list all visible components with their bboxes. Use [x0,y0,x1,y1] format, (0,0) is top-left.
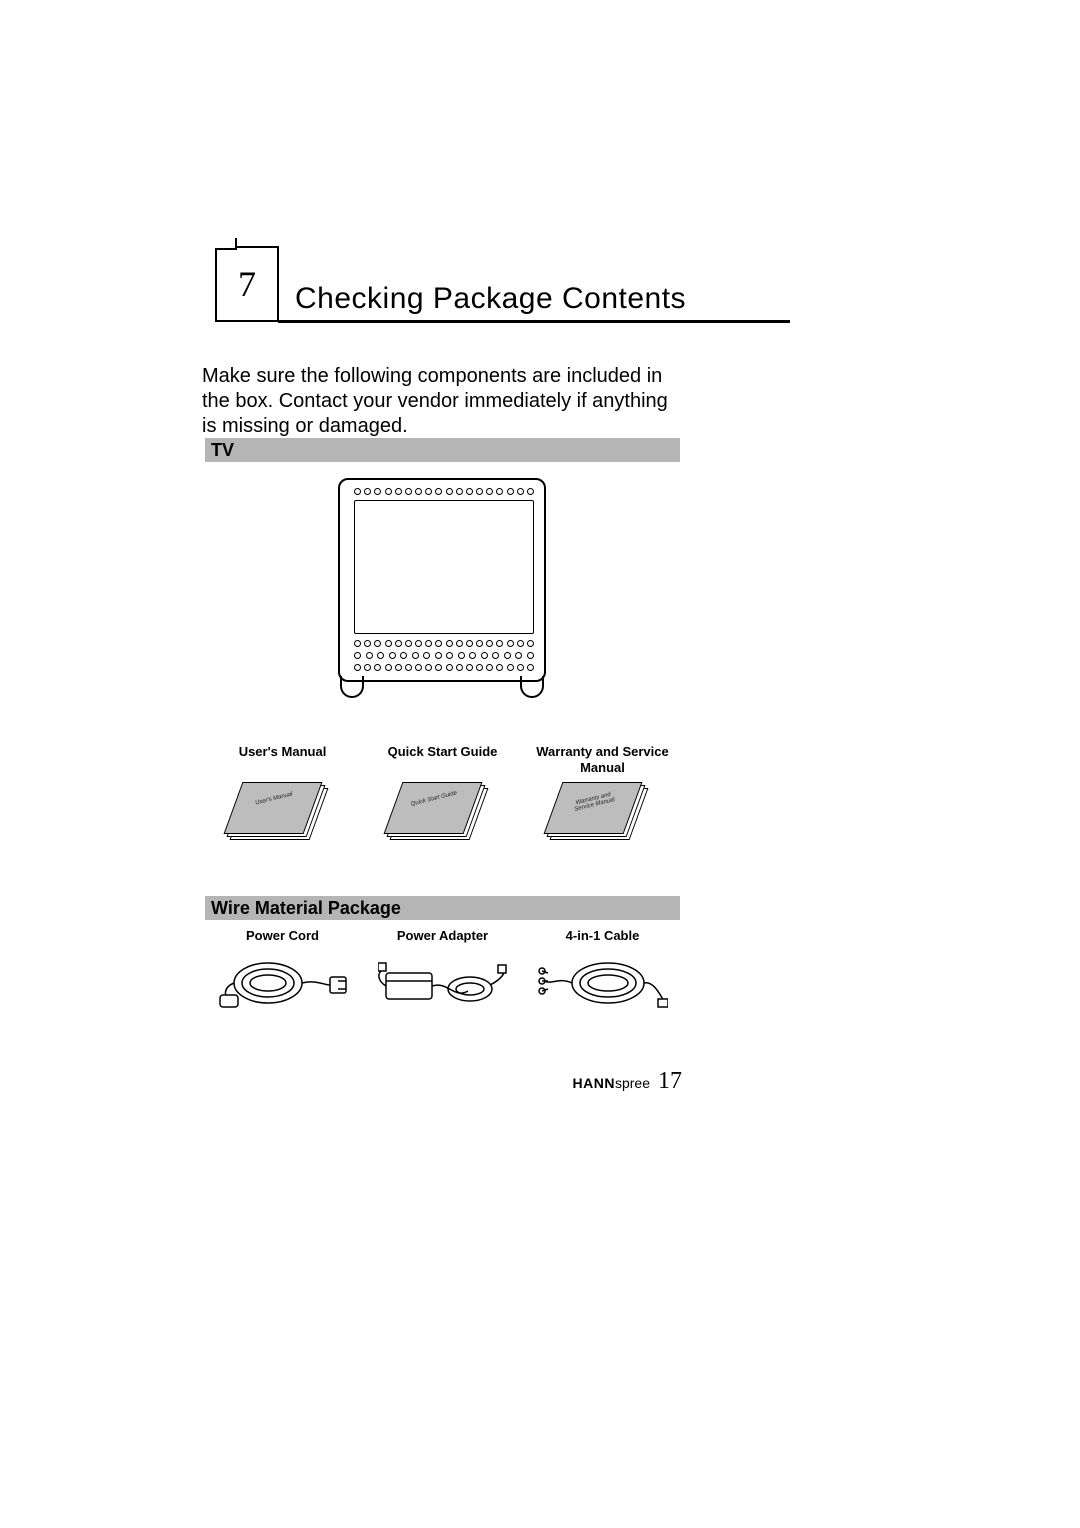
tv-bottom-dots-3 [354,664,534,672]
booklet-icon: Quick Start Guide [393,782,493,842]
tv-illustration [338,478,546,708]
manual-item-users: User's Manual User's Manual [205,744,360,842]
tv-body [338,478,546,682]
tv-foot-left [340,676,364,698]
manual-label: Quick Start Guide [388,744,498,776]
wire-row: Power Cord Po [205,928,680,1013]
intro-paragraph: Make sure the following components are i… [202,364,682,439]
tv-bottom-dots-2 [354,652,534,660]
page-number: 17 [658,1068,682,1095]
tv-foot-right [520,676,544,698]
power-cord-icon [218,951,348,1013]
page-footer: HANNspree 17 [573,1068,682,1095]
section-number-box: 7 [215,246,279,322]
manual-label: User's Manual [239,744,327,776]
section-number: 7 [238,263,256,305]
manual-page: 7 Checking Package Contents Make sure th… [0,0,1080,1528]
wire-label: Power Cord [246,928,319,943]
four-in-one-cable-icon [538,951,668,1013]
wire-item-powercord: Power Cord [205,928,360,1013]
section-title: Checking Package Contents [295,282,686,316]
wire-banner-label: Wire Material Package [211,898,401,919]
brand-hann: HANN [573,1075,615,1091]
tv-screen [354,500,534,634]
manuals-row: User's Manual User's Manual Quick Start … [205,744,680,842]
manual-item-warranty: Warranty and Service Manual Warranty and… [525,744,680,842]
tv-top-dots [354,488,534,496]
booklet-icon: User's Manual [233,782,333,842]
booklet-icon: Warranty and Service Manual [553,782,653,842]
wire-label: 4-in-1 Cable [566,928,640,943]
tv-banner-label: TV [211,440,234,461]
wire-label: Power Adapter [397,928,488,943]
wire-item-4in1: 4-in-1 Cable [525,928,680,1013]
power-adapter-icon [378,951,508,1013]
manual-item-quickstart: Quick Start Guide Quick Start Guide [365,744,520,842]
manual-label: Warranty and Service Manual [533,744,673,776]
tv-bottom-dots-1 [354,640,534,648]
wire-item-adapter: Power Adapter [365,928,520,1013]
wire-banner: Wire Material Package [205,896,680,920]
section-title-underline [278,320,790,323]
tv-banner: TV [205,438,680,462]
brand-spree: spree [615,1075,650,1091]
